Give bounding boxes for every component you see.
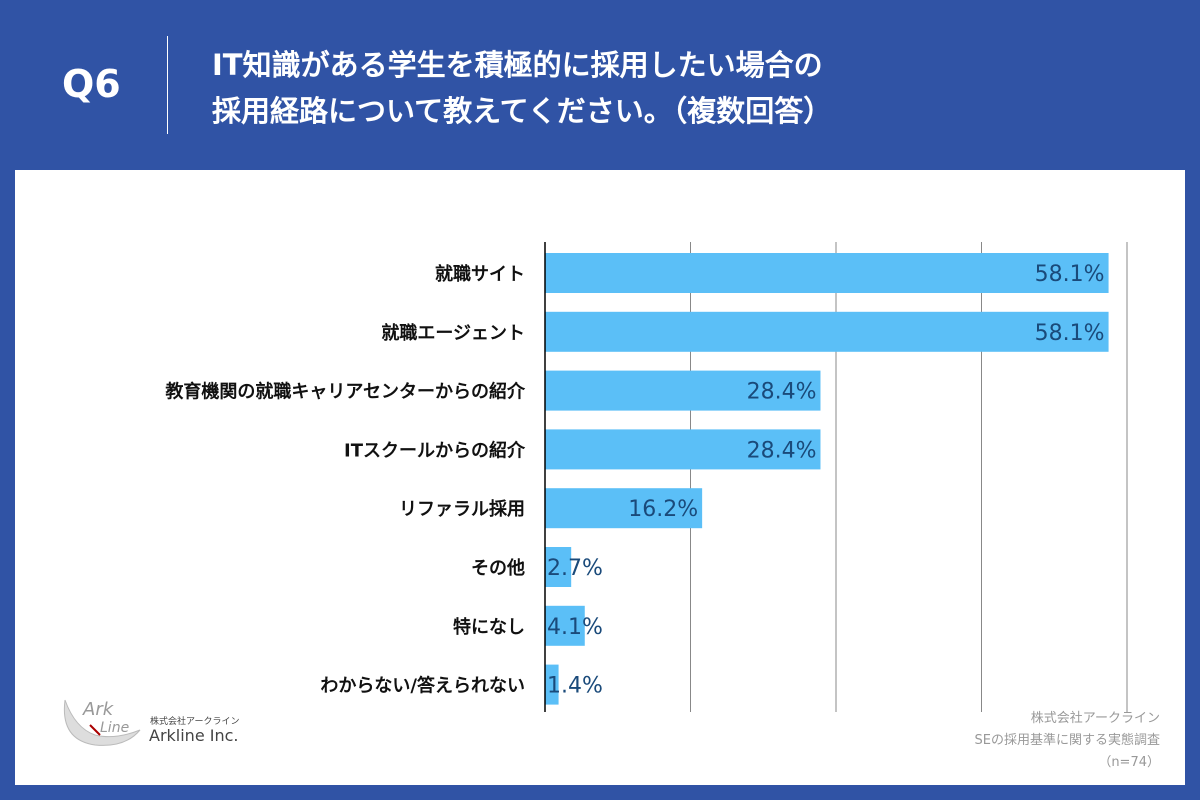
credit-line-2: SEの採用基準に関する実態調査	[974, 733, 1160, 748]
question-number: Q6	[62, 62, 121, 106]
svg-text:Ark: Ark	[82, 699, 115, 720]
bar	[545, 547, 572, 587]
value-label: 58.1%	[1035, 321, 1105, 346]
logo-jp: 株式会社アークライン	[150, 717, 240, 727]
bar	[545, 253, 1109, 293]
title-line-2: 採用経路について教えてください。（複数回答）	[212, 94, 833, 128]
title-line-1: IT知識がある学生を積極的に採用したい場合の	[212, 48, 823, 82]
bar	[545, 311, 1109, 352]
value-label: 28.4%	[747, 380, 817, 405]
value-label: 16.2%	[628, 497, 698, 522]
bar	[545, 488, 703, 529]
logo-en: Arkline Inc.	[149, 726, 239, 745]
value-label: 28.4%	[747, 438, 817, 463]
credit-line-1: 株式会社アークライン	[1030, 711, 1160, 726]
bar	[545, 664, 559, 705]
page-title: IT知識がある学生を積極的に採用したい場合の 採用経路について教えてください。（複…	[212, 42, 832, 134]
divider	[167, 36, 168, 134]
category-label: リファラル採用	[399, 498, 525, 520]
value-label: 2.7%	[547, 556, 603, 581]
category-label: 教育機関の就職キャリアセンターからの紹介	[165, 381, 526, 403]
svg-text:Line: Line	[100, 720, 129, 736]
credit-line-3: （n=74）	[1098, 755, 1160, 770]
source-credit: 株式会社アークライン SEの採用基準に関する実態調査 （n=74）	[975, 708, 1160, 774]
value-label: 1.4%	[547, 674, 603, 699]
bar	[545, 370, 821, 411]
value-label: 58.1%	[1035, 262, 1105, 287]
category-label: その他	[471, 557, 525, 579]
value-label: 4.1%	[547, 615, 603, 640]
category-label: ITスクールからの紹介	[344, 439, 526, 461]
bar	[545, 605, 585, 646]
category-label: 就職エージェント	[381, 322, 525, 344]
category-label: わからない/答えられない	[320, 675, 525, 697]
bar	[545, 429, 821, 470]
category-label: 特になし	[453, 616, 525, 638]
arkline-logo: Ark Line 株式会社アークライン Arkline Inc.	[55, 690, 245, 750]
category-label: 就職サイト	[435, 263, 525, 285]
